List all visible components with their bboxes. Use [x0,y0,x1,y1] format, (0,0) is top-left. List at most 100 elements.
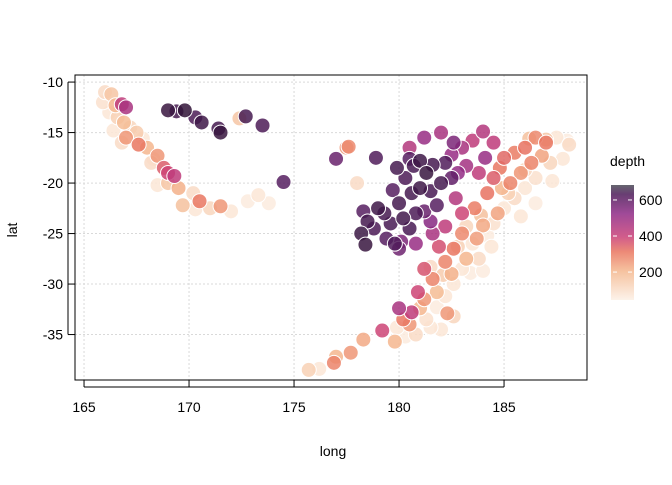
data-point [418,164,435,181]
legend-colorbar [611,185,634,300]
axes: 165 170 175 180 185 -10 -15 -20 -25 -30 -35 [43,74,516,415]
data-point [367,149,384,166]
y-tick-label: -30 [43,276,63,292]
legend-ticks: 200 400 600 [613,192,663,280]
data-point [437,218,454,235]
data-point [384,182,401,199]
data-point [409,284,426,301]
data-point [118,129,135,146]
data-point [477,149,494,166]
data-point [445,240,462,257]
data-point [412,180,429,197]
data-point [468,230,485,247]
data-point [212,124,229,141]
data-point [374,322,391,339]
data-point [479,185,496,202]
data-point [527,195,544,212]
data-point [355,331,372,348]
x-tick-label: 185 [492,399,516,415]
data-point [342,344,359,361]
data-point [475,217,492,234]
points [94,84,578,378]
y-tick-label: -15 [43,125,63,141]
y-tick-label: -25 [43,226,63,242]
data-point [445,134,462,151]
data-point [523,154,540,171]
data-point [527,170,544,187]
data-point [118,99,135,116]
x-tick-label: 180 [387,399,411,415]
data-point [475,123,492,140]
data-point [357,236,374,253]
data-point [512,208,529,225]
x-tick-label: 175 [282,399,306,415]
data-point [300,361,317,378]
data-point [275,174,292,191]
data-point [115,114,132,131]
data-point [433,175,450,192]
data-point [193,114,210,131]
data-point [485,170,502,187]
data-point [388,159,405,176]
data-point [454,225,471,242]
data-point [250,187,267,204]
data-point [454,205,471,222]
data-point [191,193,208,210]
data-point [517,139,534,156]
data-point [328,150,345,167]
data-point [160,102,177,119]
data-point [470,164,487,181]
data-point [428,197,445,214]
data-point [496,149,513,166]
data-point [538,134,555,151]
data-point [439,305,456,322]
grid [75,75,587,380]
data-point [430,238,447,255]
legend-title: depth [610,153,645,169]
data-point [174,197,191,214]
x-tick-label: 170 [177,399,201,415]
data-point [502,175,519,192]
x-tick-label: 165 [72,399,96,415]
data-point [561,136,578,153]
data-point [386,333,403,350]
data-point [512,164,529,181]
data-point [395,210,412,227]
data-point [260,195,277,212]
data-point [166,167,183,184]
data-point [254,117,271,134]
y-axis-label: lat [4,223,20,238]
data-point [544,173,561,190]
legend-tick-label: 400 [639,228,663,244]
x-axis-label: long [320,443,346,459]
data-point [340,138,357,155]
data-point [416,260,433,277]
data-point [437,253,454,270]
data-point [349,175,366,192]
data-point [176,102,193,119]
data-point [325,354,342,371]
data-point [447,190,464,207]
data-point [489,205,506,222]
data-point [237,108,254,125]
data-point [370,200,387,217]
data-point [433,124,450,141]
legend-tick-label: 600 [639,192,663,208]
y-tick-label: -35 [43,327,63,343]
data-point [483,238,500,255]
data-point [416,129,433,146]
y-tick-label: -10 [43,74,63,90]
legend-tick-label: 200 [639,264,663,280]
data-point [391,300,408,317]
data-point [130,136,147,153]
data-point [391,195,408,212]
data-point [458,250,475,267]
data-point [407,235,424,252]
data-point [485,134,502,151]
data-point [517,180,534,197]
plot-border [74,74,588,381]
y-tick-label: -20 [43,175,63,191]
data-point [212,198,229,215]
